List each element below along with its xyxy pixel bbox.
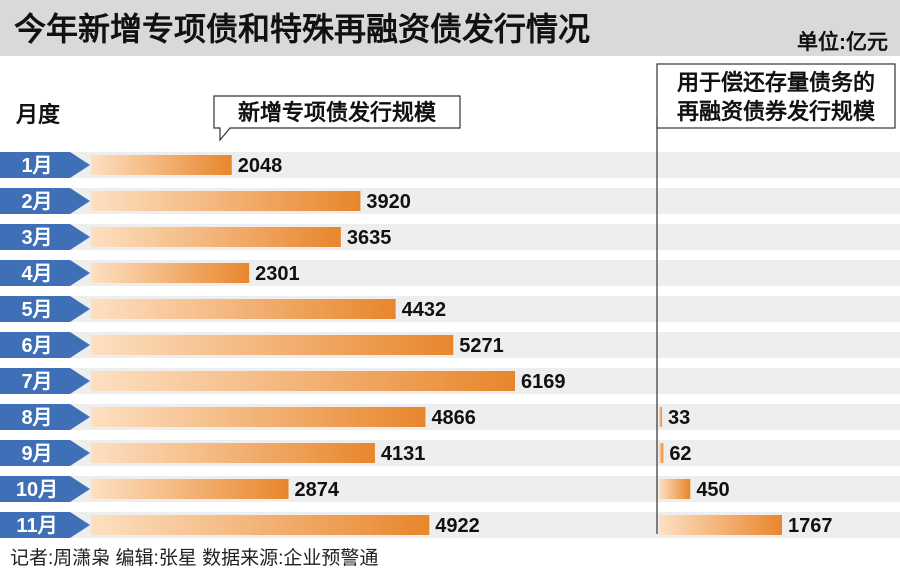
month-tag bbox=[0, 440, 90, 466]
month-tag bbox=[0, 224, 90, 250]
month-tag bbox=[0, 152, 90, 178]
data-label: 3635 bbox=[347, 227, 392, 249]
bar-new-special-bond bbox=[91, 155, 232, 175]
month-tick-label: 2月 bbox=[21, 191, 52, 213]
month-tag bbox=[0, 368, 90, 394]
month-tick-label: 7月 bbox=[21, 371, 52, 393]
data-label: 3920 bbox=[366, 191, 411, 213]
bar-new-special-bond bbox=[91, 227, 341, 247]
bar-refinancing-bond bbox=[659, 443, 664, 463]
month-tag bbox=[0, 512, 90, 538]
legend-label-refinancing-bond-line1: 用于偿还存量债务的 bbox=[677, 70, 875, 95]
bar-refinancing-bond bbox=[659, 479, 691, 499]
bar-new-special-bond bbox=[91, 515, 430, 535]
month-tick-label: 9月 bbox=[21, 443, 52, 465]
month-tag bbox=[0, 332, 90, 358]
category-axis-label: 月度 bbox=[15, 102, 61, 127]
data-label: 33 bbox=[668, 407, 690, 429]
month-tag bbox=[0, 296, 90, 322]
month-tick-label: 3月 bbox=[21, 227, 52, 249]
month-tick-label: 8月 bbox=[21, 407, 52, 429]
data-label: 62 bbox=[669, 443, 691, 465]
credits-footer: 记者:周潇枭 编辑:张星 数据来源:企业预警通 bbox=[10, 548, 379, 569]
legend-label-new-special-bond: 新增专项债发行规模 bbox=[238, 100, 437, 125]
bar-new-special-bond bbox=[91, 191, 361, 211]
title-bar bbox=[0, 0, 900, 56]
month-tick-label: 1月 bbox=[21, 155, 52, 177]
data-label: 5271 bbox=[459, 335, 504, 357]
month-tag bbox=[0, 404, 90, 430]
month-tag bbox=[0, 476, 90, 502]
month-tag bbox=[0, 188, 90, 214]
bar-new-special-bond bbox=[91, 263, 250, 283]
bar-new-special-bond bbox=[91, 407, 426, 427]
data-label: 2301 bbox=[255, 263, 300, 285]
data-label: 2048 bbox=[238, 155, 282, 177]
month-tick-label: 10月 bbox=[16, 479, 58, 501]
bar-new-special-bond bbox=[91, 371, 515, 391]
bar-refinancing-bond bbox=[659, 407, 662, 427]
data-label: 4866 bbox=[431, 407, 476, 429]
chart-title: 今年新增专项债和特殊再融资债发行情况 bbox=[14, 11, 591, 47]
data-label: 4131 bbox=[381, 443, 426, 465]
data-label: 6169 bbox=[521, 371, 566, 393]
month-tag bbox=[0, 260, 90, 286]
legend-box-refinancing-bond bbox=[656, 63, 896, 129]
legend-box-new-special-bond bbox=[213, 95, 461, 142]
legend-label-refinancing-bond-line2: 再融资债券发行规模 bbox=[677, 99, 876, 124]
data-label: 1767 bbox=[788, 515, 833, 537]
bar-refinancing-bond bbox=[659, 515, 782, 535]
data-label: 450 bbox=[696, 479, 729, 501]
data-label: 2874 bbox=[295, 479, 340, 501]
bar-new-special-bond bbox=[91, 443, 375, 463]
bar-new-special-bond bbox=[91, 335, 454, 355]
bar-new-special-bond bbox=[91, 479, 289, 499]
month-tick-label: 5月 bbox=[21, 299, 52, 321]
month-tick-label: 4月 bbox=[21, 263, 52, 285]
bar-new-special-bond bbox=[91, 299, 396, 319]
month-tick-label: 11月 bbox=[16, 515, 57, 537]
data-label: 4432 bbox=[402, 299, 447, 321]
unit-label: 单位:亿元 bbox=[797, 31, 888, 54]
data-label: 4922 bbox=[435, 515, 480, 537]
month-tick-label: 6月 bbox=[21, 335, 52, 357]
